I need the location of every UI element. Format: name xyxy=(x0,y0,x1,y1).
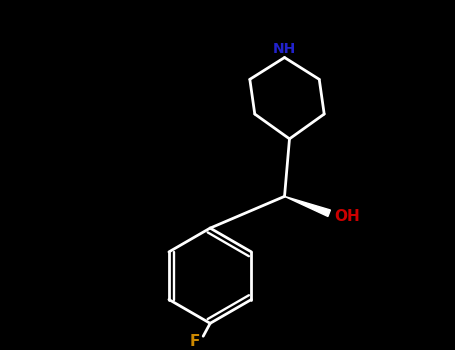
Text: NH: NH xyxy=(273,42,296,56)
Text: F: F xyxy=(190,334,201,349)
Polygon shape xyxy=(284,196,330,217)
Text: OH: OH xyxy=(334,209,360,224)
